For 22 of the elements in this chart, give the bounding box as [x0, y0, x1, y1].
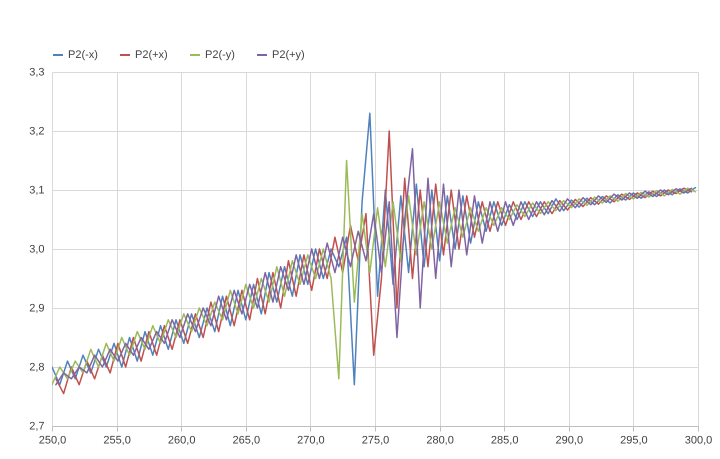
x-tick-label: 300,0	[684, 434, 712, 446]
legend-label: P2(+y)	[272, 49, 305, 61]
y-tick-label: 3,1	[29, 184, 44, 196]
x-tick-label: 250,0	[38, 434, 66, 446]
x-tick-label: 260,0	[168, 434, 196, 446]
x-tick-label: 265,0	[232, 434, 260, 446]
legend-label: P2(-x)	[68, 49, 98, 61]
legend-label: P2(-y)	[205, 49, 235, 61]
y-tick-label: 2,9	[29, 302, 44, 314]
x-tick-label: 295,0	[620, 434, 648, 446]
y-tick-label: 3,3	[29, 66, 44, 78]
x-tick-label: 290,0	[556, 434, 584, 446]
y-tick-label: 3,0	[29, 244, 44, 256]
x-tick-label: 255,0	[103, 434, 131, 446]
x-tick-label: 275,0	[362, 434, 390, 446]
x-tick-label: 285,0	[490, 434, 518, 446]
x-tick-label: 270,0	[297, 434, 325, 446]
y-tick-label: 3,2	[29, 126, 44, 138]
y-tick-label: 2,7	[29, 420, 44, 432]
y-tick-label: 2,8	[29, 362, 44, 374]
legend-label: P2(+x)	[135, 49, 168, 61]
x-tick-label: 280,0	[426, 434, 454, 446]
